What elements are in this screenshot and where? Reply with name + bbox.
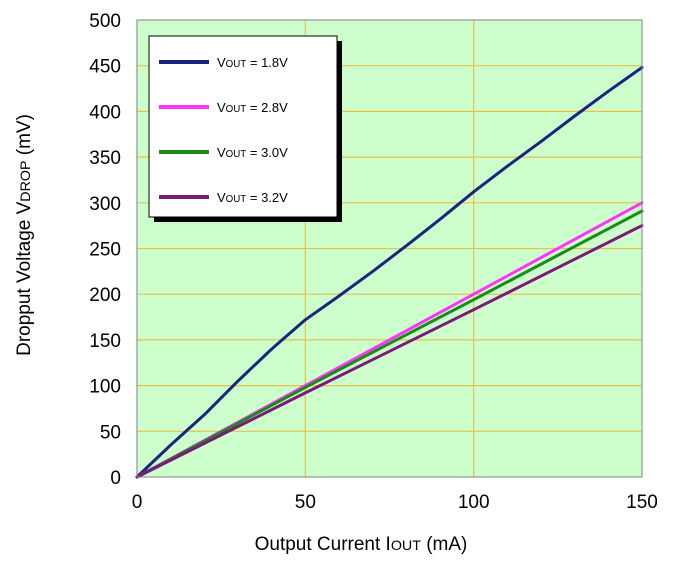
legend-label: VOUT = 3.0V [217,145,288,160]
y-tick-label: 150 [89,331,121,352]
legend-box [148,35,338,218]
legend-label: VOUT = 3.2V [217,190,288,205]
y-tick-label: 50 [100,422,121,443]
x-tick-label: 100 [458,492,490,513]
legend: VOUT = 1.8V VOUT = 2.8V VOUT = 3.0V VOUT = … [148,35,342,222]
x-tick-label: 150 [626,492,658,513]
series-line [135,224,644,479]
y-tick-label: 500 [89,11,121,32]
y-tick-label: 250 [89,240,121,261]
y-tick-label: 300 [89,194,121,215]
x-tick-labels: 0 50 100 150 [132,492,658,513]
plot-frame [136,19,643,478]
y-tick-label: 100 [89,377,121,398]
y-tick-labels: 0 50 100 150 200 250 300 350 400 450 500 [89,11,121,489]
x-axis-title: Output Current IOUT (mA) [255,534,468,555]
y-tick-label: 350 [89,148,121,169]
x-tick-label: 0 [132,492,143,513]
series-lines [135,66,644,479]
y-tick-label: 0 [110,468,121,489]
y-axis-title: Dropput Voltage VDROP (mV) [14,114,35,356]
y-tick-label: 400 [89,102,121,123]
y-tick-label: 450 [89,57,121,78]
y-tick-label: 200 [89,285,121,306]
legend-label: VOUT = 2.8V [217,100,288,115]
series-line [135,209,644,479]
x-tick-label: 50 [295,492,316,513]
series-line [135,66,644,479]
legend-label: VOUT = 1.8V [217,55,288,70]
